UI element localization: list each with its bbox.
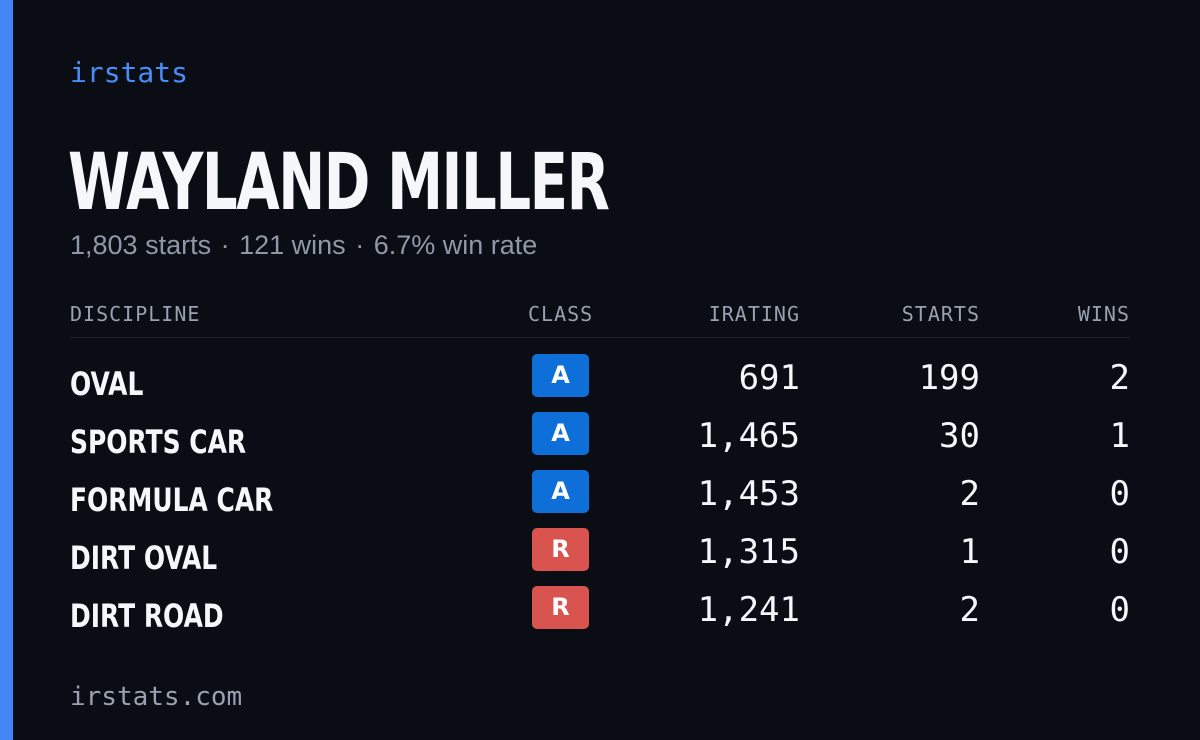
table-row: DIRT ROAD R 1,241 2 0	[0, 586, 1200, 644]
header-divider	[70, 337, 1130, 338]
starts-summary: 1,803 starts	[70, 230, 212, 260]
header-starts: STARTS	[901, 302, 980, 326]
driver-name: WAYLAND MILLER	[68, 138, 610, 228]
class-badge: A	[532, 412, 589, 455]
table-row: FORMULA CAR A 1,453 2 0	[0, 470, 1200, 528]
footer-url: irstats.com	[70, 682, 243, 712]
table-row: DIRT OVAL R 1,315 1 0	[0, 528, 1200, 586]
wins-value: 0	[1109, 532, 1130, 572]
irating-value: 1,315	[697, 532, 800, 572]
starts-value: 2	[959, 590, 980, 630]
wins-value: 1	[1109, 416, 1130, 456]
wins-value: 0	[1109, 590, 1130, 630]
table-row: OVAL A 691 199 2	[0, 354, 1200, 412]
starts-value: 30	[939, 416, 980, 456]
discipline-name: OVAL	[70, 365, 144, 403]
discipline-name: SPORTS CAR	[70, 423, 247, 461]
accent-bar	[0, 0, 13, 740]
summary-separator: ·	[220, 230, 230, 260]
header-wins: WINS	[1077, 302, 1130, 326]
starts-value: 2	[959, 474, 980, 514]
wins-summary: 121 wins	[239, 230, 346, 260]
discipline-name: DIRT ROAD	[70, 597, 224, 635]
irating-value: 1,453	[697, 474, 800, 514]
wins-value: 0	[1109, 474, 1130, 514]
irating-value: 1,241	[697, 590, 800, 630]
class-badge: A	[532, 470, 589, 513]
starts-value: 199	[918, 358, 980, 398]
header-class: CLASS	[528, 302, 594, 326]
header-irating: IRATING	[708, 302, 800, 326]
discipline-name: DIRT OVAL	[70, 539, 218, 577]
table-row: SPORTS CAR A 1,465 30 1	[0, 412, 1200, 470]
summary-separator: ·	[355, 230, 365, 260]
irating-value: 1,465	[697, 416, 800, 456]
wins-value: 2	[1109, 358, 1130, 398]
discipline-name: FORMULA CAR	[70, 481, 274, 519]
class-badge: R	[532, 586, 589, 629]
brand-logo-text: irstats	[70, 56, 189, 89]
class-badge: R	[532, 528, 589, 571]
header-discipline: DISCIPLINE	[70, 302, 201, 326]
starts-value: 1	[959, 532, 980, 572]
irating-value: 691	[738, 358, 800, 398]
class-badge: A	[532, 354, 589, 397]
driver-summary: 1,803 starts · 121 wins · 6.7% win rate	[70, 229, 537, 261]
win-rate-summary: 6.7% win rate	[373, 230, 538, 260]
